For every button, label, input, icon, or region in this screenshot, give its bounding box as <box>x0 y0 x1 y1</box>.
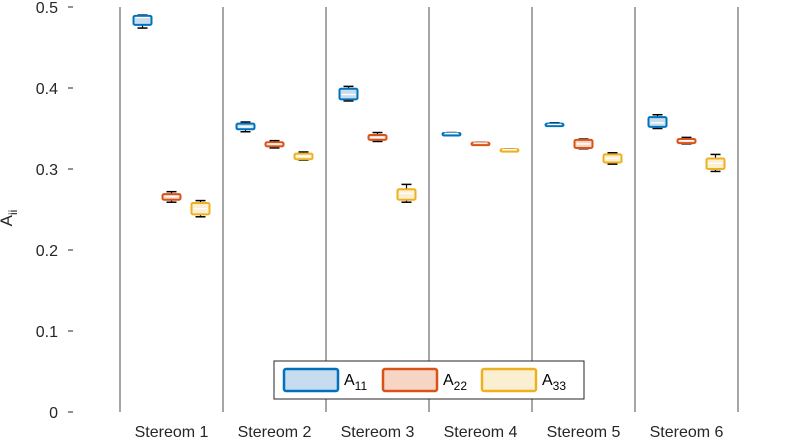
box-22-3 <box>367 131 388 143</box>
legend-swatch <box>282 367 340 393</box>
legend-label-sub: 11 <box>355 379 368 393</box>
y-axis-label: Aii <box>0 210 20 227</box>
y-tick-label: 0.3 <box>36 162 58 179</box>
y-axis-label-sub: ii <box>6 210 20 215</box>
box-iqr <box>647 116 668 128</box>
y-tick-label: 0.5 <box>36 0 58 17</box>
box-33-3 <box>396 183 417 203</box>
x-category-label: Stereom 5 <box>547 424 621 440</box>
box-series <box>132 14 726 218</box>
legend-label-sub: 22 <box>454 379 468 393</box>
y-axis-label-main: A <box>0 214 16 226</box>
legend-label: A33 <box>542 372 566 393</box>
legend-label-main: A <box>443 372 454 389</box>
legend: A11 A22 A33 <box>273 360 585 400</box>
legend-label: A22 <box>443 372 467 393</box>
box-11-3 <box>338 85 359 102</box>
legend-label-main: A <box>542 372 553 389</box>
y-tick-label: 0.1 <box>36 324 58 341</box>
legend-swatch <box>381 367 439 393</box>
box-11-1 <box>132 14 153 29</box>
x-axis: Stereom 1 Stereom 2 Stereom 3 Stereom 4 Ster… <box>135 424 724 440</box>
box-iqr <box>396 188 417 201</box>
box-33-1 <box>190 199 211 218</box>
box-22-5 <box>573 138 594 150</box>
y-tick-label: 0 <box>49 405 58 422</box>
legend-label-sub: 33 <box>553 379 567 393</box>
box-33-5 <box>602 152 623 165</box>
box-22-2 <box>264 139 285 149</box>
box-11-5 <box>544 122 565 128</box>
x-category-label: Stereom 3 <box>341 424 415 440</box>
box-33-6 <box>705 153 726 173</box>
legend-swatch <box>480 367 538 393</box>
x-category-label: Stereom 6 <box>650 424 724 440</box>
y-tick-label: 0.2 <box>36 243 58 260</box>
box-22-1 <box>161 190 182 203</box>
y-tick-label: 0.4 <box>36 81 58 98</box>
x-category-label: Stereom 1 <box>135 424 209 440</box>
box-11-6 <box>647 113 668 130</box>
x-category-label: Stereom 2 <box>238 424 312 440</box>
y-axis: 0 0.1 0.2 0.3 0.4 0.5 <box>36 0 73 422</box>
x-category-label: Stereom 4 <box>444 424 518 440</box>
legend-label: A11 <box>344 372 367 393</box>
box-11-4 <box>441 131 462 137</box>
box-22-4 <box>470 141 491 147</box>
box-33-4 <box>499 148 520 153</box>
box-33-2 <box>293 151 314 161</box>
box-22-6 <box>676 136 697 145</box>
box-11-2 <box>235 121 256 133</box>
category-separators <box>119 7 739 412</box>
legend-label-main: A <box>344 372 355 389</box>
